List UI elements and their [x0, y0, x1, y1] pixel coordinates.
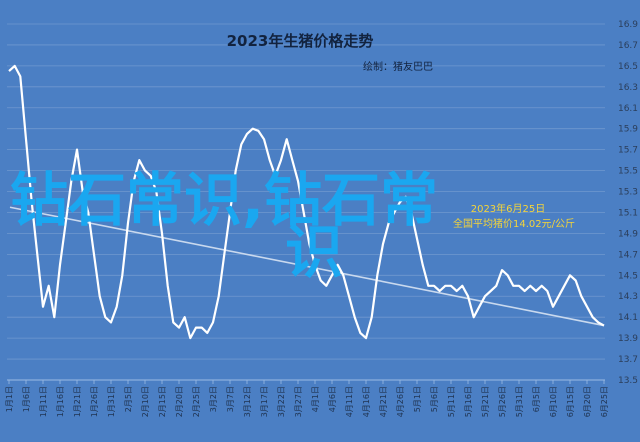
x-tick-label: 3月17日: [260, 386, 269, 417]
x-tick-label: 1月26日: [90, 386, 99, 417]
x-tick-label: 5月26日: [498, 386, 507, 417]
y-tick-label: 15.1: [618, 208, 638, 218]
x-tick-label: 4月11日: [345, 386, 354, 417]
x-tick-label: 1月11日: [39, 386, 48, 417]
x-tick-label: 1月21日: [73, 386, 82, 417]
chart-subtitle: 绘制：猪友巴巴: [363, 60, 433, 73]
x-tick-label: 4月21日: [379, 386, 388, 417]
x-tick-label: 3月27日: [294, 386, 303, 417]
x-tick-label: 5月11日: [447, 386, 456, 417]
watermark-line-2: 识: [285, 218, 343, 286]
x-tick-label: 3月22日: [277, 386, 286, 417]
annotation-date: 2023年6月25日: [471, 202, 546, 215]
grid-lines: [7, 23, 605, 381]
y-tick-label: 15.7: [618, 146, 638, 156]
y-tick-label: 16.9: [618, 20, 638, 30]
x-axis: 1月1日 1月6日 1月11日 1月16日 1月21日 1月26日 1月31日 2月5日 2月1…: [5, 380, 609, 417]
x-tick-label: 4月26日: [396, 386, 405, 417]
y-tick-label: 16.1: [618, 104, 638, 114]
annotation-price: 全国平均猪价14.02元/公斤: [453, 217, 575, 230]
x-tick-label: 3月7日: [226, 386, 235, 412]
x-tick-label: 5月1日: [413, 386, 422, 412]
x-tick-label: 5月31日: [515, 386, 524, 417]
x-tick-label: 1月1日: [5, 386, 14, 412]
x-tick-label: 2月20日: [175, 386, 184, 417]
x-tick-label: 1月16日: [56, 386, 65, 417]
y-tick-label: 16.5: [618, 62, 638, 72]
x-tick-label: 4月16日: [362, 386, 371, 417]
y-tick-label: 16.7: [618, 41, 638, 51]
x-tick-label: 1月31日: [107, 386, 116, 417]
trend-line: [9, 206, 605, 327]
y-axis: 13.5 13.7 13.9 14.1 14.3 14.5 14.7 14.9 15.1 15.3…: [618, 20, 638, 386]
series-line-price: [8, 64, 605, 340]
y-tick-label: 13.5: [618, 376, 638, 386]
x-tick-label: 2月15日: [158, 386, 167, 417]
x-tick-label: 6月15日: [566, 386, 575, 417]
y-tick-label: 14.9: [618, 229, 638, 239]
chart-title: 2023年生猪价格走势: [227, 32, 374, 50]
y-tick-label: 16.3: [618, 83, 638, 93]
y-tick-label: 13.9: [618, 334, 638, 344]
x-tick-label: 5月16日: [464, 386, 473, 417]
y-tick-label: 15.3: [618, 188, 638, 198]
y-tick-label: 14.7: [618, 250, 638, 260]
x-tick-label: 6月5日: [532, 386, 541, 412]
x-tick-label: 5月6日: [430, 386, 439, 412]
x-tick-label: 4月6日: [328, 386, 337, 412]
x-tick-label: 5月21日: [481, 386, 490, 417]
y-tick-label: 13.7: [618, 355, 638, 365]
y-tick-label: 14.3: [618, 292, 638, 302]
x-tick-label: 3月2日: [209, 386, 218, 412]
x-tick-label: 2月25日: [192, 386, 201, 417]
x-tick-label: 1月6日: [22, 386, 31, 412]
x-tick-label: 6月10日: [549, 386, 558, 417]
x-tick-label: 3月12日: [243, 386, 252, 417]
x-tick-label: 6月20日: [583, 386, 592, 417]
y-tick-label: 15.5: [618, 167, 638, 177]
watermark-line-1: 钻石常识,钻石常: [10, 166, 438, 234]
x-tick-label: 2月10日: [141, 386, 150, 417]
y-tick-label: 15.9: [618, 125, 638, 135]
x-tick-label: 6月25日: [600, 386, 609, 417]
y-tick-label: 14.5: [618, 271, 638, 281]
x-tick-label: 2月5日: [124, 386, 133, 412]
x-tick-label: 4月1日: [311, 386, 320, 412]
y-tick-label: 14.1: [618, 313, 638, 323]
